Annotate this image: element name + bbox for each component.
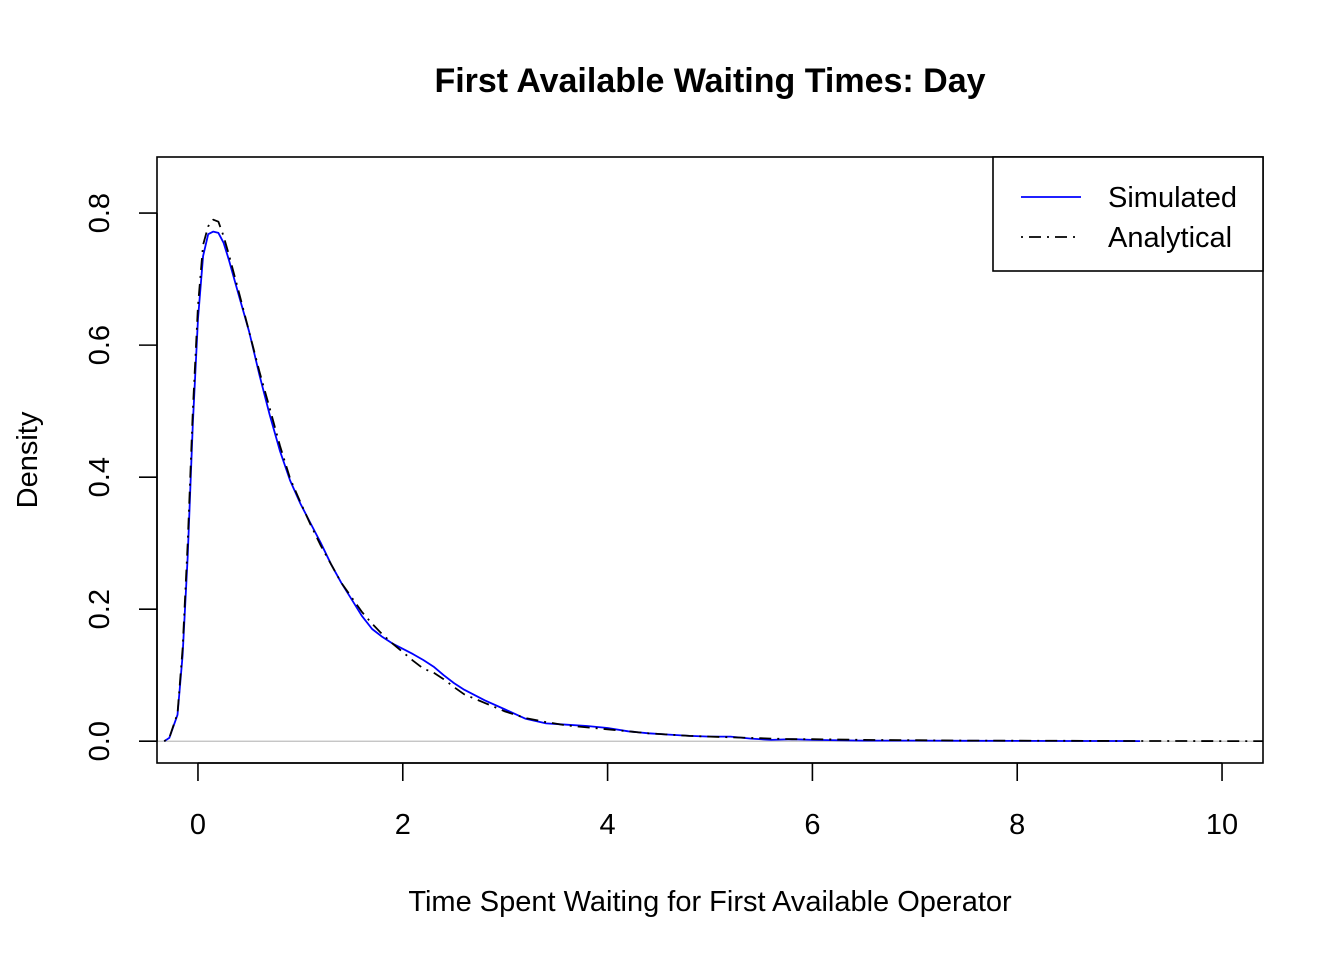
y-tick-label: 0.8 bbox=[84, 193, 116, 233]
x-tick-label: 8 bbox=[1009, 809, 1025, 841]
legend-box bbox=[992, 156, 1264, 272]
series-line-simulated bbox=[163, 230, 1141, 742]
y-tick-label: 0.0 bbox=[84, 721, 116, 761]
y-tick-label: 0.4 bbox=[84, 457, 116, 497]
x-tick-label: 10 bbox=[1206, 809, 1238, 841]
x-tick-label: 6 bbox=[804, 809, 820, 841]
y-axis: 0.0 0.2 0.4 0.6 0.8 bbox=[84, 193, 158, 761]
chart-title: First Available Waiting Times: Day bbox=[434, 62, 985, 100]
x-axis-label: Time Spent Waiting for First Available O… bbox=[408, 886, 1012, 918]
legend-label: Simulated bbox=[1108, 182, 1237, 214]
x-tick-label: 0 bbox=[190, 809, 206, 841]
y-tick-label: 0.6 bbox=[84, 325, 116, 365]
series-layer bbox=[163, 218, 1263, 742]
series-line-analytical bbox=[163, 218, 1263, 742]
x-tick-label: 2 bbox=[395, 809, 411, 841]
y-axis-label: Density bbox=[12, 411, 44, 508]
legend-label: Analytical bbox=[1108, 222, 1232, 254]
y-tick-label: 0.2 bbox=[84, 589, 116, 629]
legend: Simulated Analytical bbox=[992, 156, 1264, 272]
x-axis: 0 2 4 6 8 10 bbox=[190, 762, 1238, 841]
x-tick-label: 4 bbox=[600, 809, 616, 841]
